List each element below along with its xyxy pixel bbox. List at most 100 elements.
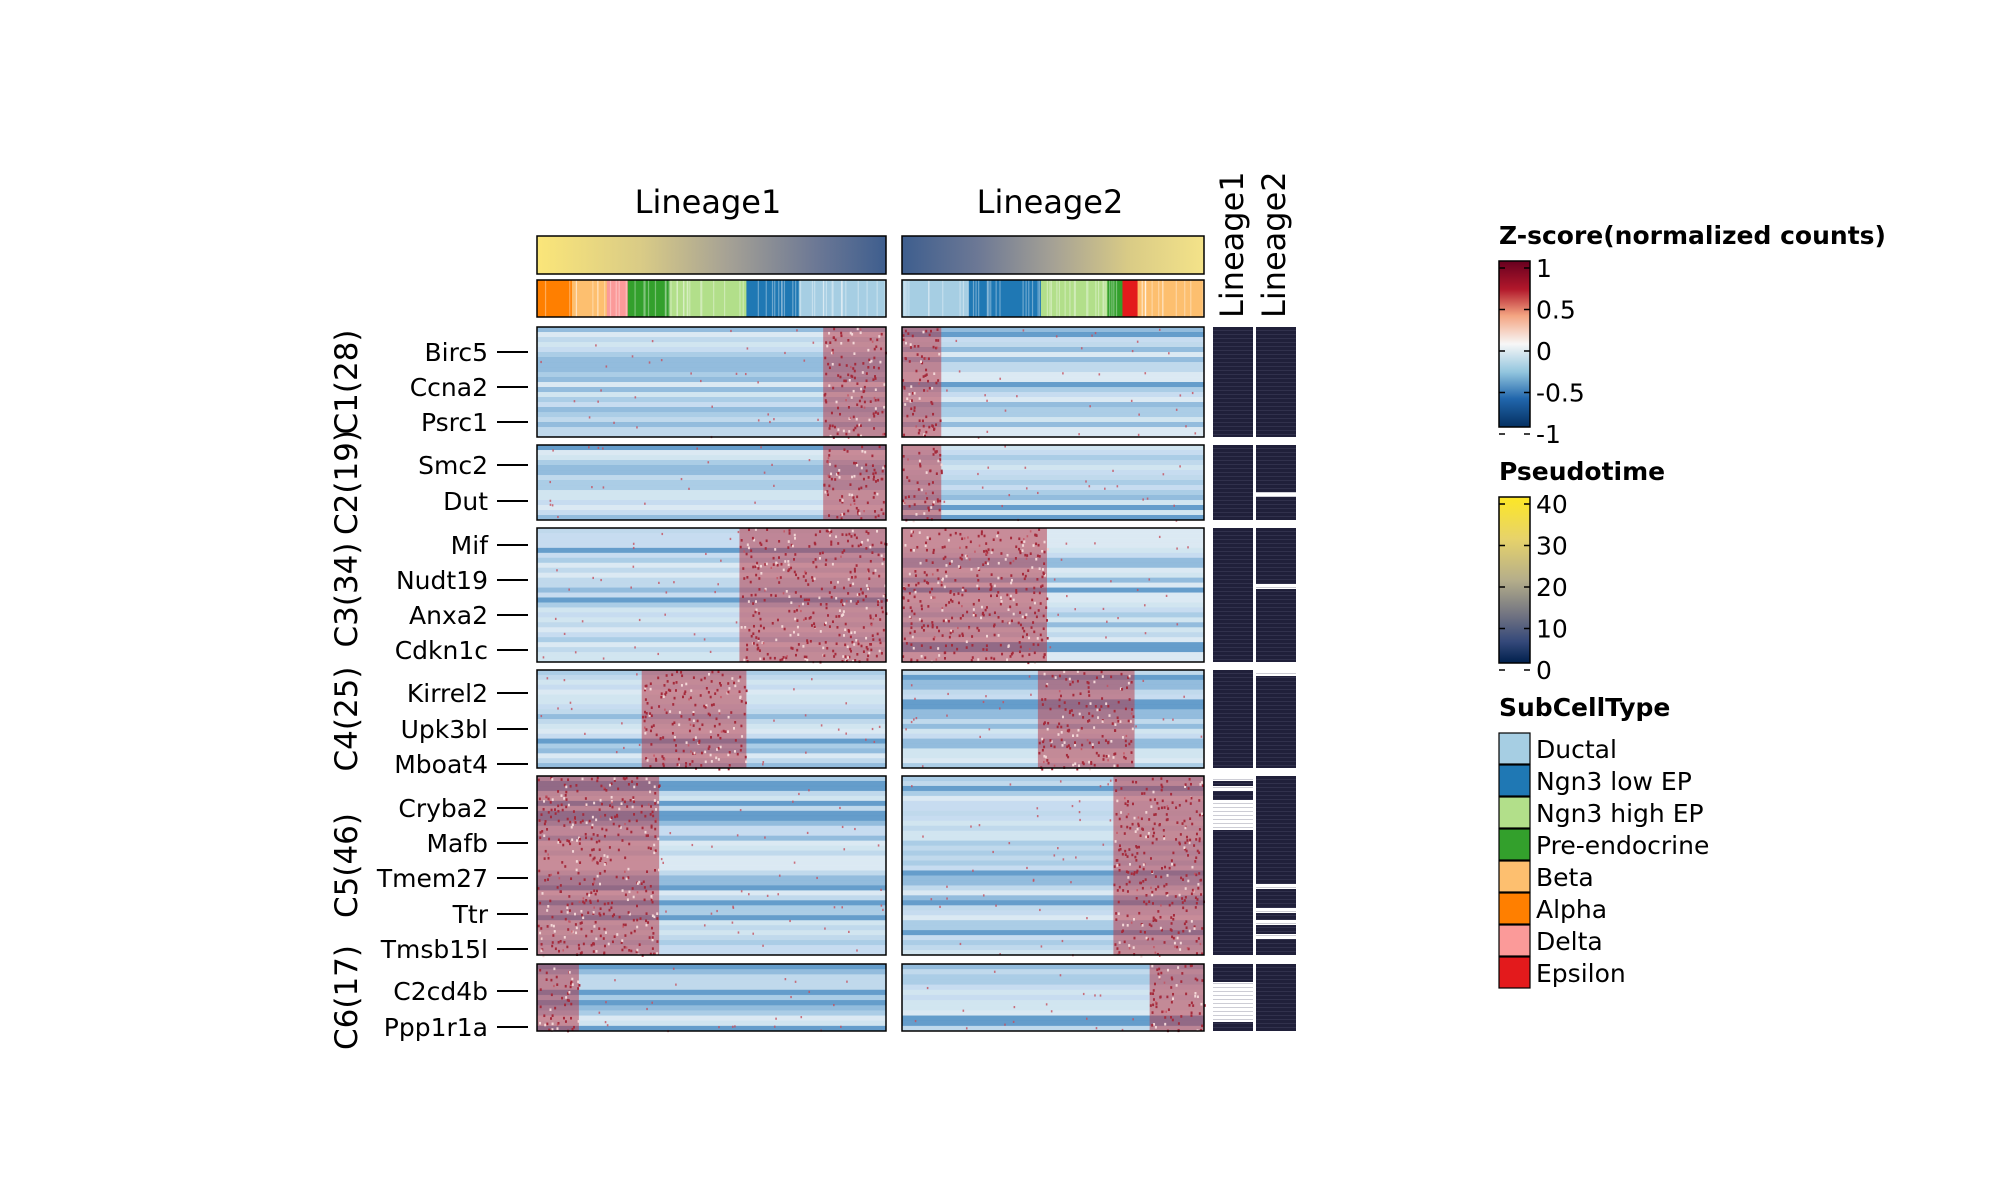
subcelltype-l1-cell-line (765, 280, 767, 317)
expression-speck (1040, 585, 1043, 589)
membership-row-line (1213, 815, 1253, 816)
expression-speck (840, 331, 843, 335)
membership-row-line (1256, 757, 1296, 758)
expression-speck (830, 351, 833, 355)
membership-row-line (1213, 709, 1253, 710)
expression-speck (1125, 734, 1128, 738)
gene-row (537, 915, 886, 921)
gene-row (902, 397, 1204, 403)
expression-speck (657, 676, 660, 680)
expression-speck (793, 861, 796, 864)
membership-row-line (1213, 1011, 1253, 1012)
expression-speck (1155, 1002, 1158, 1005)
subcelltype-l2-cell-line (1022, 280, 1024, 317)
expression-speck (924, 656, 927, 659)
expression-speck (1078, 764, 1081, 768)
gene-row (902, 372, 1204, 378)
membership-row-line (1213, 410, 1253, 411)
expression-speck (1008, 842, 1011, 845)
expression-speck (728, 687, 731, 690)
expression-speck (596, 776, 599, 780)
expression-speck (1013, 1005, 1016, 1009)
expression-speck (1058, 674, 1061, 678)
expression-speck (1195, 873, 1198, 877)
expression-speck (1090, 760, 1093, 764)
subcelltype-l1-cell-line (686, 280, 688, 317)
expression-speck (823, 654, 826, 657)
expression-speck (859, 328, 862, 331)
expression-speck (1133, 816, 1136, 820)
expression-speck (692, 752, 695, 755)
expression-speck (841, 495, 844, 498)
subcelltype-l1-cell-line (876, 280, 878, 317)
expression-speck (873, 396, 876, 400)
expression-speck (986, 634, 989, 638)
expression-speck (746, 648, 749, 651)
gene-row (537, 1005, 886, 1011)
gene-row (537, 432, 886, 438)
subcelltype-l1-cell-line (664, 280, 666, 317)
expression-speck (999, 596, 1002, 599)
expression-speck (636, 948, 639, 952)
expression-speck (791, 544, 794, 548)
expression-speck (1109, 819, 1112, 822)
expression-speck (1058, 722, 1061, 726)
expression-speck (855, 506, 858, 510)
expression-speck (851, 659, 854, 663)
expression-speck (1131, 708, 1134, 711)
expression-speck (656, 917, 659, 920)
expression-speck (1012, 598, 1015, 602)
expression-speck (539, 1021, 542, 1025)
expression-speck (902, 606, 905, 610)
expression-speck (963, 537, 966, 540)
membership-row-line (1213, 370, 1253, 371)
membership-row-line (1213, 875, 1253, 876)
membership-row-line (1213, 717, 1253, 718)
expression-speck (853, 567, 856, 571)
expression-speck (978, 568, 981, 572)
expression-speck (1124, 849, 1127, 853)
expression-speck (1004, 1023, 1006, 1026)
expression-speck (921, 361, 924, 365)
expression-speck (874, 388, 877, 392)
membership-row-line (1256, 923, 1296, 924)
expression-speck (715, 756, 718, 760)
expression-speck (907, 584, 910, 587)
expression-speck (919, 378, 922, 382)
gene-row (537, 815, 886, 822)
expression-speck (1083, 672, 1086, 675)
expression-speck (1012, 559, 1015, 563)
expression-speck (1175, 806, 1178, 810)
expression-speck (1198, 851, 1201, 855)
expression-speck (557, 838, 560, 842)
expression-speck (1195, 901, 1198, 905)
membership-row-line (1213, 571, 1253, 572)
membership-row-line (1256, 587, 1296, 588)
expression-speck (649, 790, 652, 794)
expression-speck (557, 809, 560, 813)
expression-speck (581, 777, 584, 781)
expression-speck (1131, 822, 1134, 826)
expression-speck (1140, 817, 1143, 821)
expression-speck (1027, 661, 1030, 665)
expression-speck (645, 889, 648, 893)
expression-speck (567, 999, 570, 1002)
expression-speck (808, 598, 811, 602)
expression-speck (1051, 674, 1054, 678)
expression-speck (624, 923, 627, 927)
expression-speck (874, 411, 877, 414)
membership-row-line (1256, 619, 1296, 620)
expression-speck (1093, 726, 1096, 729)
expression-speck (1002, 701, 1005, 704)
expression-speck (662, 762, 665, 766)
expression-speck (934, 450, 937, 453)
expression-speck (843, 379, 846, 383)
expression-speck (909, 631, 912, 635)
expression-speck (870, 623, 873, 627)
expression-speck (649, 682, 652, 686)
expression-speck (707, 712, 710, 716)
expression-speck (794, 591, 797, 594)
membership-row-line (1213, 516, 1253, 517)
expression-speck (842, 613, 845, 616)
expression-speck (1153, 982, 1156, 986)
